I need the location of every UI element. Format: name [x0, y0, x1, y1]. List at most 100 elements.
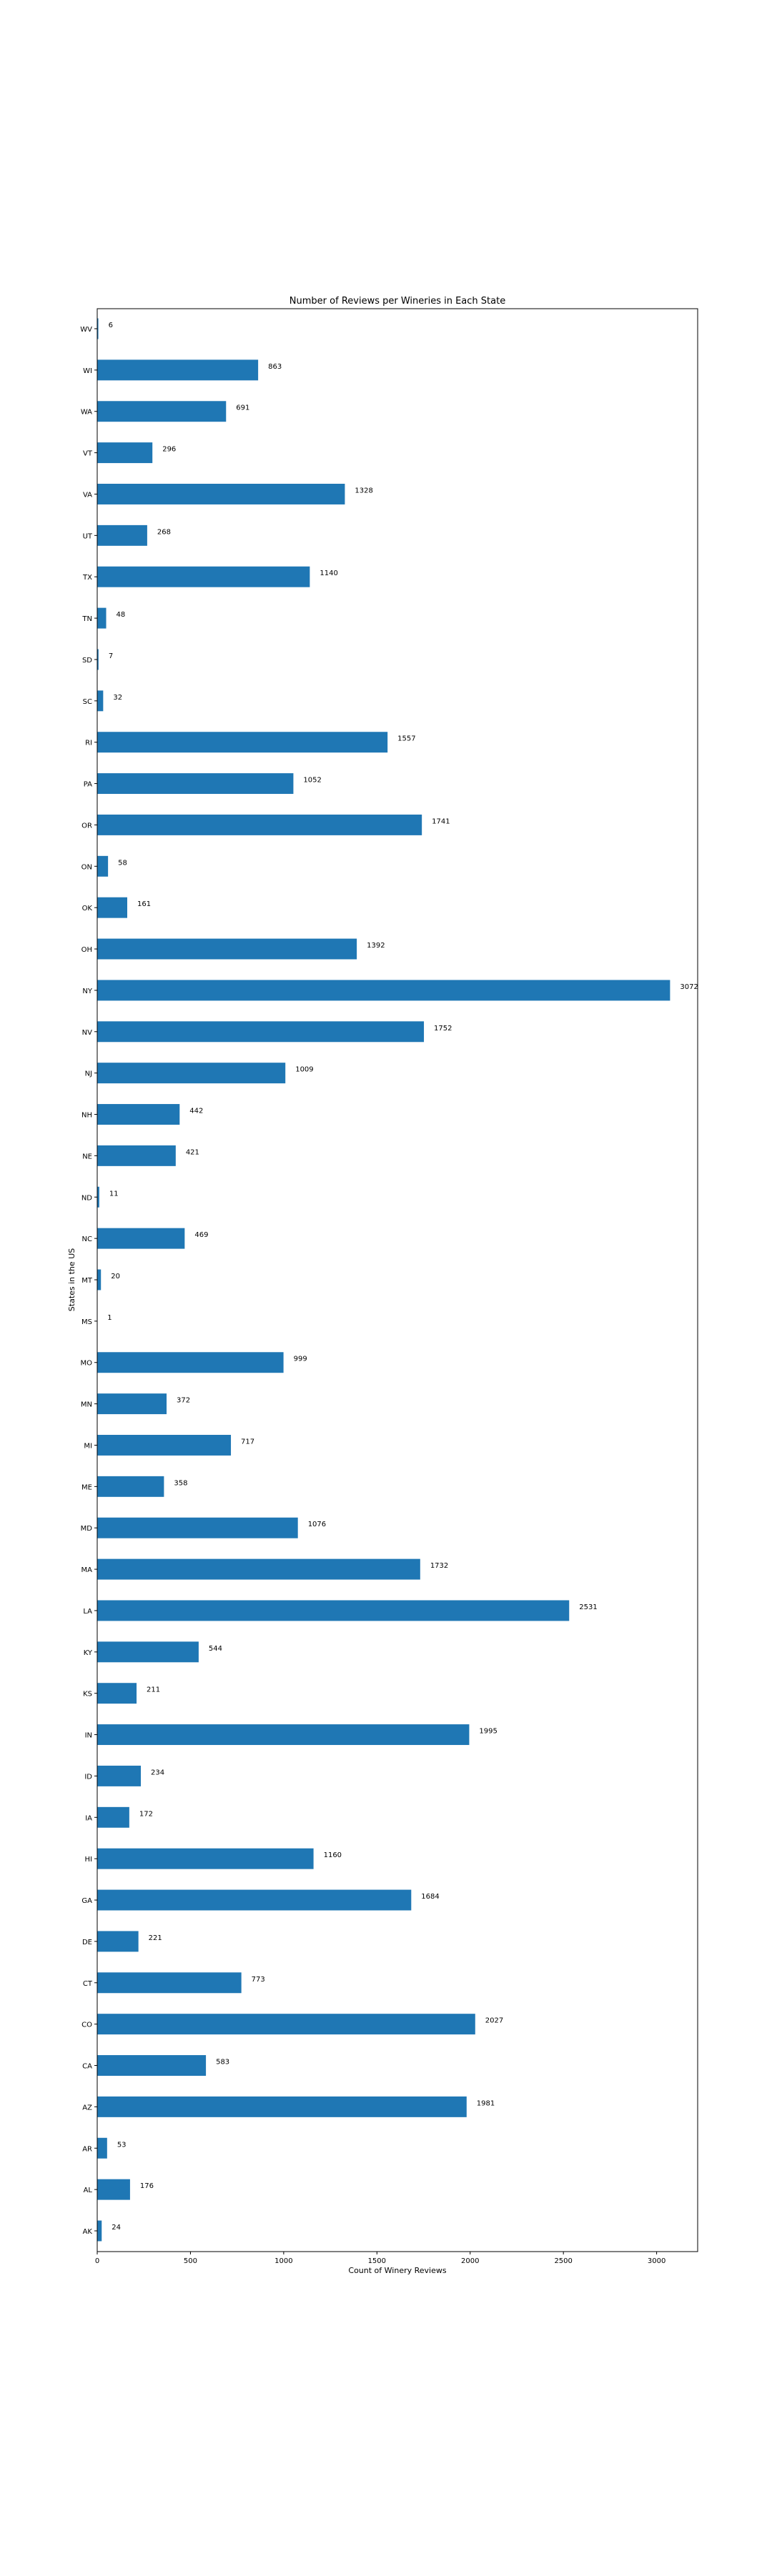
data-label: 863 [268, 363, 282, 371]
y-tick-label: ID [84, 1773, 92, 1781]
bar-co [97, 2014, 475, 2034]
y-tick-label: CA [82, 2063, 92, 2071]
data-label: 2531 [579, 1603, 597, 1611]
bar-ia [97, 1807, 129, 1828]
data-label: 421 [186, 1148, 199, 1156]
x-tick-label: 0 [95, 2257, 99, 2265]
data-label: 469 [194, 1231, 208, 1239]
bar-md [97, 1518, 298, 1538]
data-label: 999 [294, 1356, 307, 1363]
data-label: 32 [113, 694, 122, 702]
y-tick-label: CO [81, 2021, 92, 2029]
data-label: 583 [216, 2059, 229, 2067]
y-tick-label: DE [82, 1939, 92, 1946]
y-tick-label: OH [81, 946, 92, 954]
bar-az [97, 2097, 467, 2117]
bar-nh [97, 1104, 179, 1125]
data-label: 1076 [308, 1521, 326, 1528]
y-tick-label: VA [83, 491, 92, 499]
x-tick-label: 3000 [648, 2257, 665, 2265]
data-label: 6 [109, 322, 113, 329]
bar-ok [97, 897, 127, 918]
bar-vt [97, 442, 152, 463]
data-label: 3072 [680, 983, 698, 991]
data-label: 1557 [397, 735, 415, 743]
x-tick-label: 1500 [368, 2257, 386, 2265]
data-label: 211 [147, 1686, 160, 1694]
y-tick-label: WV [80, 326, 92, 334]
bar-in [97, 1724, 469, 1745]
bar-hi [97, 1849, 314, 1869]
bar-mi [97, 1435, 231, 1456]
y-tick-label: OR [81, 822, 92, 830]
bar-oh [97, 939, 357, 960]
y-tick-label: LA [83, 1608, 92, 1616]
data-label: 53 [117, 2141, 127, 2149]
data-label: 1741 [432, 817, 450, 825]
y-tick-label: MA [81, 1566, 93, 1574]
y-tick-label: NY [82, 988, 92, 995]
data-label: 691 [236, 404, 249, 412]
bar-ar [97, 2138, 107, 2159]
data-label: 172 [139, 1810, 153, 1818]
y-axis-label: States in the US [67, 1248, 76, 1311]
data-label: 372 [177, 1397, 190, 1405]
x-tick-label: 1000 [274, 2257, 292, 2265]
data-label: 773 [252, 1976, 265, 1984]
bar-on [97, 856, 108, 877]
chart-title: Number of Reviews per Wineries in Each S… [290, 296, 505, 307]
data-label: 20 [111, 1273, 120, 1280]
y-tick-label: GA [81, 1897, 92, 1905]
data-label: 442 [189, 1108, 203, 1115]
bar-mn [97, 1393, 167, 1414]
data-label: 1328 [355, 487, 372, 494]
data-label: 11 [109, 1190, 119, 1198]
bar-ri [97, 732, 387, 752]
y-tick-label: ND [81, 1194, 92, 1202]
data-label: 1732 [430, 1562, 448, 1570]
bar-ky [97, 1641, 199, 1662]
y-tick-label: AR [82, 2145, 92, 2153]
y-tick-label: AK [83, 2228, 93, 2236]
y-tick-label: ME [81, 1483, 92, 1491]
y-tick-label: NC [82, 1235, 92, 1243]
y-tick-label: SD [82, 657, 92, 665]
data-label: 358 [174, 1479, 187, 1487]
y-tick-label: VT [83, 450, 93, 458]
data-label: 1981 [477, 2099, 495, 2107]
y-tick-label: KS [83, 1691, 92, 1699]
y-tick-labels: WVWIWAVTVAUTTXTNSDSCRIPAORONOKOHNYNVNJNH… [80, 326, 97, 2236]
data-label: 296 [162, 446, 176, 454]
bar-ga [97, 1890, 411, 1911]
y-tick-label: NE [82, 1153, 92, 1160]
bar-la [97, 1600, 569, 1621]
bar-tx [97, 567, 310, 587]
bar-or [97, 815, 422, 835]
bar-ut [97, 525, 147, 546]
bar-ks [97, 1683, 137, 1704]
y-tick-label: RI [85, 740, 92, 747]
data-label: 717 [241, 1438, 254, 1446]
data-label: 1684 [421, 1893, 439, 1901]
bar-ak [97, 2221, 102, 2242]
bar-id [97, 1766, 141, 1786]
data-label: 7 [109, 652, 113, 660]
data-label: 1392 [367, 942, 385, 950]
bar-va [97, 484, 345, 504]
data-label: 2027 [485, 2017, 503, 2025]
y-tick-label: PA [84, 781, 92, 789]
x-tick-label: 2000 [461, 2257, 479, 2265]
data-label: 48 [117, 611, 126, 619]
y-tick-label: NJ [85, 1070, 92, 1078]
bar-pa [97, 773, 293, 794]
bar-de [97, 1931, 139, 1951]
y-tick-label: WA [81, 409, 92, 417]
y-tick-label: SC [83, 698, 92, 706]
y-tick-label: TX [82, 574, 92, 582]
y-tick-label: NV [82, 1029, 92, 1037]
y-tick-label: MO [81, 1360, 93, 1368]
y-tick-label: KY [84, 1649, 93, 1657]
y-tick-label: TN [81, 615, 92, 623]
